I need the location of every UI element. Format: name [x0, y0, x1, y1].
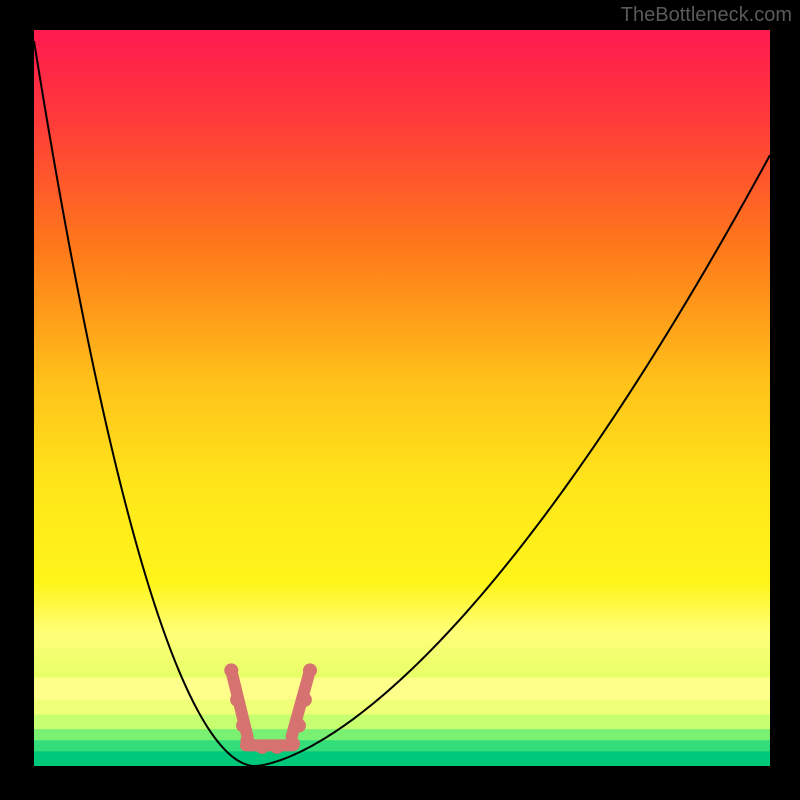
figure-container: TheBottleneck.com: [0, 0, 800, 800]
plot-area: [34, 30, 770, 766]
chart-svg: [34, 30, 770, 766]
watermark-text: TheBottleneck.com: [621, 4, 792, 27]
